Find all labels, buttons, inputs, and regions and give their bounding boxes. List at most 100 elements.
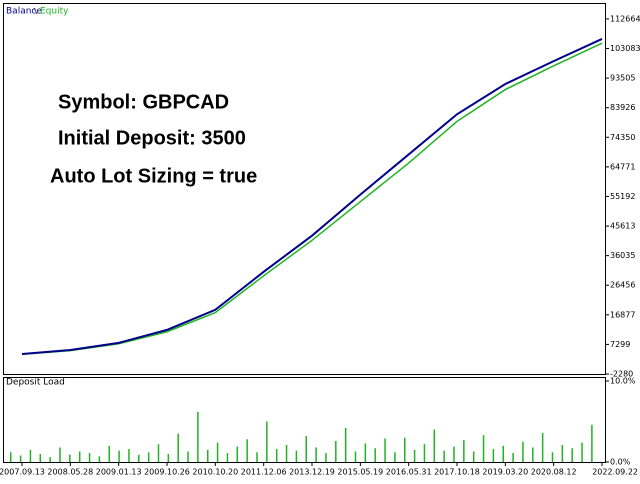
bar bbox=[522, 441, 524, 462]
x-tick-label: 2017.10.18 bbox=[434, 468, 480, 477]
bar bbox=[138, 454, 140, 462]
bar bbox=[374, 448, 376, 462]
bar bbox=[512, 453, 514, 462]
bar bbox=[591, 424, 593, 462]
bar bbox=[216, 442, 219, 462]
bar bbox=[197, 411, 199, 462]
y-tick-label: 112664 bbox=[610, 14, 640, 23]
bar bbox=[167, 453, 170, 462]
bar bbox=[325, 453, 327, 462]
bar bbox=[532, 447, 534, 462]
bar bbox=[10, 452, 12, 462]
bar bbox=[433, 429, 436, 462]
bar bbox=[492, 449, 495, 462]
bar bbox=[285, 444, 288, 462]
bar bbox=[39, 453, 42, 462]
bar bbox=[147, 452, 150, 462]
y-tick-label: 36035 bbox=[610, 251, 635, 260]
x-tick-label: 2019.03.20 bbox=[482, 468, 528, 477]
bar bbox=[177, 433, 179, 462]
x-tick-label: 2011.12.06 bbox=[241, 468, 287, 477]
bar bbox=[118, 450, 120, 462]
bar bbox=[423, 444, 426, 462]
y-tick-label: 103083 bbox=[610, 44, 640, 53]
annotation: Initial Deposit: 3500 bbox=[58, 127, 246, 149]
bar bbox=[571, 448, 573, 462]
y-tick-label: 10.0% bbox=[610, 377, 636, 386]
y-tick-label: 26456 bbox=[610, 281, 635, 290]
bar bbox=[384, 438, 386, 462]
annotation: Symbol: GBPCAD bbox=[58, 91, 229, 113]
x-tick-label: 2009.01.13 bbox=[96, 468, 142, 477]
bar bbox=[344, 427, 347, 462]
legend-separator bbox=[33, 7, 38, 15]
load-frame bbox=[3, 377, 606, 463]
bar bbox=[246, 439, 248, 462]
bar bbox=[108, 445, 110, 462]
bar bbox=[207, 449, 209, 462]
x-tick-label: 2020.08.12 bbox=[531, 468, 577, 477]
bar bbox=[335, 440, 337, 462]
y-tick-label: 74350 bbox=[610, 133, 635, 142]
bar bbox=[266, 421, 268, 462]
bar bbox=[394, 452, 396, 462]
bar bbox=[541, 432, 544, 462]
bar bbox=[88, 453, 91, 462]
y-tick-label: 0.0% bbox=[610, 458, 631, 467]
annotation: Auto Lot Sizing = true bbox=[50, 165, 257, 187]
x-tick-label: 2013.12.19 bbox=[289, 468, 335, 477]
x-tick-label: 2016.05.31 bbox=[386, 468, 432, 477]
x-tick-label: 2010.10.20 bbox=[192, 468, 238, 477]
bar bbox=[19, 455, 22, 462]
bar bbox=[581, 442, 583, 462]
bar bbox=[69, 454, 71, 462]
bar bbox=[404, 437, 406, 462]
x-tick-label: 2022.09.22 bbox=[592, 468, 638, 477]
legend-balance: Balance bbox=[6, 7, 42, 17]
y-tick-label: -2280 bbox=[610, 370, 633, 379]
y-tick-label: 93505 bbox=[610, 74, 635, 83]
bar bbox=[354, 451, 357, 462]
bar bbox=[98, 456, 101, 462]
y-tick-label: 45613 bbox=[610, 222, 635, 231]
bar bbox=[305, 436, 307, 462]
series-line bbox=[21, 37, 603, 355]
bar bbox=[551, 452, 554, 462]
bar bbox=[236, 446, 239, 462]
bar bbox=[49, 457, 51, 462]
bar bbox=[157, 444, 160, 462]
bar bbox=[29, 449, 32, 462]
y-tick-label: 83926 bbox=[610, 103, 635, 112]
main-frame bbox=[3, 3, 606, 375]
y-tick-label: 16877 bbox=[610, 310, 635, 319]
bar bbox=[315, 447, 317, 462]
bar bbox=[472, 451, 475, 462]
bar bbox=[482, 435, 485, 462]
bar bbox=[295, 450, 298, 462]
x-tick-label: 2007.09.13 bbox=[0, 468, 45, 477]
y-tick-label: 55192 bbox=[610, 192, 635, 201]
bar bbox=[413, 449, 416, 462]
bar bbox=[502, 445, 504, 462]
bar bbox=[463, 440, 465, 462]
bar bbox=[453, 446, 455, 462]
legend-equity: Equity bbox=[40, 7, 69, 17]
bar bbox=[59, 447, 61, 462]
x-tick-label: 2008.05.28 bbox=[47, 468, 93, 477]
x-tick-label: 2015.05.19 bbox=[337, 468, 383, 477]
bar bbox=[78, 451, 81, 462]
load-title: Deposit Load bbox=[6, 378, 65, 388]
bar bbox=[275, 449, 278, 462]
bar bbox=[443, 450, 445, 462]
x-tick-label: 2009.10.26 bbox=[144, 468, 190, 477]
bar bbox=[256, 452, 258, 462]
y-tick-label: 7299 bbox=[610, 340, 630, 349]
bar bbox=[364, 443, 367, 462]
bar bbox=[561, 444, 564, 462]
bar bbox=[187, 451, 189, 462]
bar bbox=[226, 453, 229, 462]
bar bbox=[128, 449, 130, 462]
